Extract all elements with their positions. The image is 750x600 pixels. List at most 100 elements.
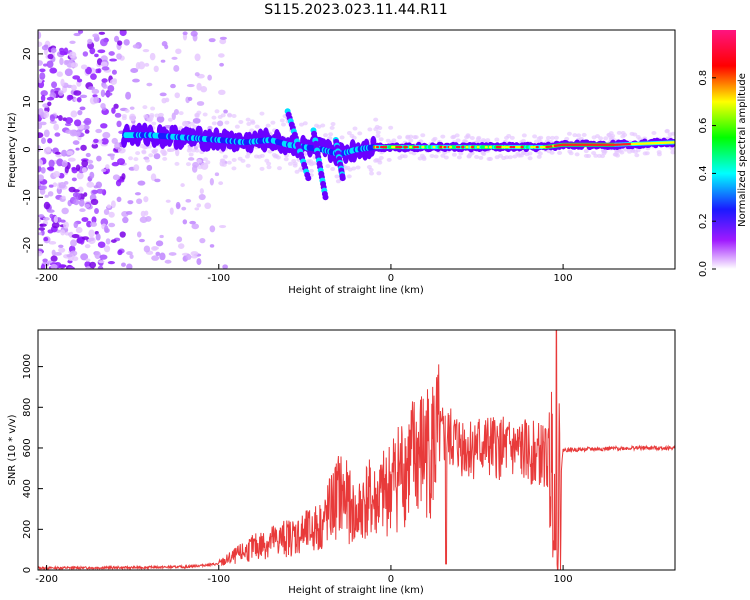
noise-blob [196, 203, 202, 208]
noise-blob [92, 94, 98, 98]
halo-blob [196, 158, 202, 163]
halo-blob [537, 151, 543, 156]
halo-blob [524, 152, 530, 157]
noise-blob [75, 227, 83, 234]
noise-blob [171, 56, 178, 60]
halo-blob [345, 165, 351, 170]
noise-blob [54, 251, 62, 256]
noise-blob [95, 128, 103, 134]
halo-blob [302, 121, 308, 126]
noise-blob [158, 112, 164, 117]
noise-blob [81, 167, 87, 173]
halo-blob [141, 150, 147, 155]
band-core [532, 145, 537, 149]
noise-blob [96, 155, 102, 162]
noise-blob [58, 114, 63, 122]
noise-blob [77, 110, 83, 116]
halo-blob [583, 149, 589, 154]
halo-blob [211, 115, 217, 120]
noise-blob [132, 78, 140, 83]
noise-blob [108, 222, 116, 228]
noise-blob [44, 194, 49, 198]
noise-blob [53, 123, 60, 131]
noise-blob [209, 178, 214, 186]
halo-blob [276, 166, 282, 171]
noise-blob [90, 198, 99, 206]
noise-blob [80, 64, 88, 70]
noise-blob [71, 177, 77, 182]
noise-blob [143, 196, 149, 203]
noise-blob [217, 120, 224, 127]
band-core [384, 145, 388, 149]
noise-blob [132, 44, 140, 49]
noise-blob [185, 198, 192, 203]
noise-blob [116, 53, 122, 60]
noise-blob [171, 112, 176, 120]
halo-blob [574, 152, 580, 157]
halo-blob [352, 126, 358, 131]
noise-blob [89, 171, 95, 179]
halo-blob [572, 133, 578, 138]
band-core [497, 145, 501, 149]
colorbar-tick-label: 0.4 [698, 165, 709, 181]
noise-blob [207, 74, 212, 81]
halo-blob [231, 157, 237, 162]
halo-blob [420, 133, 426, 138]
band-core [395, 145, 399, 149]
halo-blob [238, 119, 244, 124]
noise-blob [48, 159, 55, 168]
halo-blob [642, 151, 648, 156]
noise-blob [56, 158, 64, 167]
halo-blob [320, 123, 326, 128]
band-core [488, 145, 493, 149]
noise-blob [77, 30, 84, 34]
band-core [672, 141, 675, 144]
noise-blob [47, 53, 54, 60]
noise-blob [154, 178, 161, 183]
noise-blob [91, 189, 99, 194]
halo-blob [294, 169, 300, 174]
noise-blob [88, 86, 95, 91]
noise-blob [38, 214, 45, 218]
halo-blob [520, 138, 526, 143]
noise-blob [159, 252, 166, 261]
halo-blob [670, 131, 675, 136]
halo-blob [287, 161, 293, 166]
halo-blob [355, 165, 361, 170]
noise-blob [111, 161, 120, 167]
band-core [530, 145, 534, 149]
noise-blob [104, 92, 113, 97]
halo-blob [553, 135, 559, 140]
noise-blob [58, 247, 66, 253]
halo-blob [486, 156, 492, 161]
colorbar-tick-label: 0.8 [698, 70, 709, 86]
noise-blob [66, 150, 74, 156]
noise-blob [161, 97, 167, 104]
noise-blob [76, 78, 83, 83]
noise-blob [38, 41, 43, 47]
noise-blob [189, 220, 196, 225]
noise-blob [89, 261, 97, 269]
noise-blob [43, 201, 51, 210]
halo-blob [591, 151, 597, 156]
noise-blob [100, 102, 106, 109]
halo-blob [224, 120, 230, 125]
band-core [461, 145, 465, 149]
noise-blob [111, 107, 116, 114]
noise-blob [100, 38, 108, 47]
noise-blob [99, 254, 108, 260]
noise-blob [63, 221, 69, 229]
halo-blob [231, 113, 237, 118]
noise-blob [190, 254, 198, 259]
noise-blob [175, 48, 182, 55]
halo-blob [211, 121, 217, 126]
noise-blob [159, 234, 164, 239]
halo-blob [267, 149, 273, 154]
halo-blob [509, 135, 515, 140]
noise-blob [114, 35, 120, 43]
spectrogram-xlabel: Height of straight line (km) [288, 285, 424, 296]
halo-blob [188, 152, 194, 157]
colorbar-label: Normalized spectral amplitude [737, 73, 748, 227]
noise-blob [218, 224, 227, 229]
noise-blob [208, 38, 216, 43]
